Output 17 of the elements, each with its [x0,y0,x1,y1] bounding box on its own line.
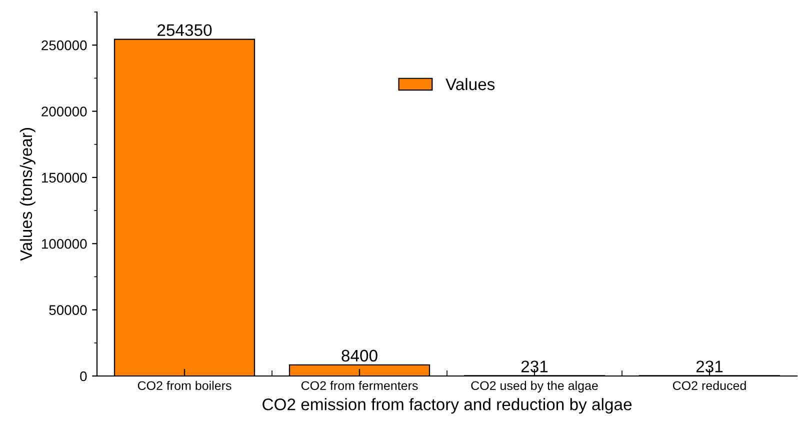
data-label: 231 [521,360,548,372]
y-tick-label: 250000 [42,40,87,50]
x-tick-label: CO2 reduced [672,380,746,390]
legend-label: Values [446,78,495,90]
x-tick-label: CO2 from fermenters [301,380,418,390]
y-tick-label: 200000 [42,106,87,116]
data-label: 231 [696,360,723,372]
y-tick-label: 150000 [42,172,87,183]
data-label: 254350 [158,24,212,36]
y-tick-label: 50000 [49,305,87,315]
y-tick-label: 100000 [42,238,87,249]
x-tick-label: CO2 from boilers [138,380,232,390]
y-tick-label: 0 [80,371,87,382]
data-label: 8400 [342,350,378,362]
x-axis-title: CO2 emission from factory and reduction by algae [262,398,632,414]
x-tick-label: CO2 used by the algae [471,380,598,393]
y-axis-title: Values (tons/year) [20,128,36,261]
